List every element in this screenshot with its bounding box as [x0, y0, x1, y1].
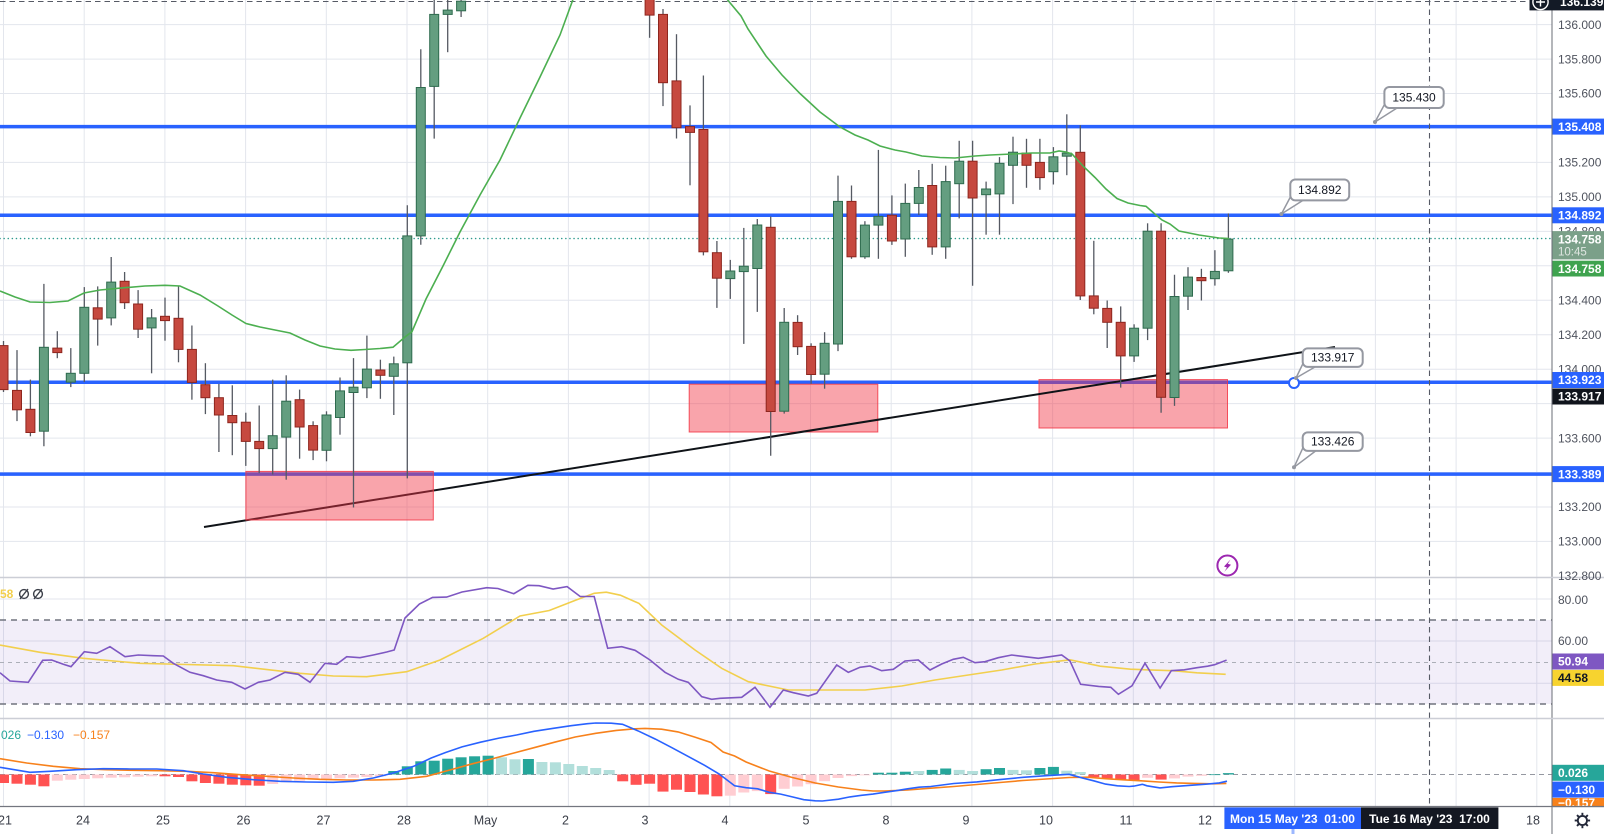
svg-text:11: 11	[1120, 814, 1133, 828]
svg-text:134.200: 134.200	[1558, 328, 1602, 342]
svg-text:133.389: 133.389	[1558, 467, 1602, 481]
svg-text:132.800: 132.800	[1558, 569, 1602, 583]
svg-text:135.800: 135.800	[1558, 52, 1602, 66]
svg-text:133.917: 133.917	[1558, 390, 1602, 404]
svg-text:133.923: 133.923	[1558, 373, 1602, 387]
svg-text:133.426: 133.426	[1311, 435, 1355, 449]
svg-text:136.139: 136.139	[1560, 0, 1604, 9]
svg-text:58: 58	[0, 587, 14, 601]
svg-text:133.000: 133.000	[1558, 535, 1602, 549]
svg-text:60.00: 60.00	[1558, 634, 1588, 648]
svg-text:133.600: 133.600	[1558, 431, 1602, 445]
svg-text:21: 21	[0, 814, 12, 828]
svg-text:26: 26	[237, 814, 251, 828]
svg-text:135.000: 135.000	[1558, 190, 1602, 204]
svg-text:133.917: 133.917	[1311, 351, 1355, 365]
svg-text:0.026: 0.026	[1558, 766, 1588, 780]
svg-text:135.430: 135.430	[1392, 91, 1436, 105]
svg-text:5: 5	[803, 814, 810, 828]
svg-text:10: 10	[1039, 814, 1053, 828]
svg-text:−0.130: −0.130	[27, 728, 64, 742]
svg-text:4: 4	[722, 814, 729, 828]
svg-text:0.026: 0.026	[0, 728, 21, 742]
svg-text:135.200: 135.200	[1558, 156, 1602, 170]
svg-text:−0.130: −0.130	[1558, 783, 1595, 797]
svg-text:2: 2	[562, 814, 569, 828]
svg-text:44.58: 44.58	[1558, 671, 1588, 685]
svg-text:Mon 15 May '23 01:00: Mon 15 May '23 01:00	[1230, 812, 1355, 826]
svg-text:9: 9	[963, 814, 970, 828]
svg-text:May: May	[474, 814, 498, 828]
svg-text:3: 3	[642, 814, 649, 828]
svg-text:50.94: 50.94	[1558, 655, 1588, 669]
svg-text:134.400: 134.400	[1558, 294, 1602, 308]
svg-text:10:45: 10:45	[1558, 246, 1587, 258]
svg-text:135.600: 135.600	[1558, 87, 1602, 101]
svg-text:133.200: 133.200	[1558, 500, 1602, 514]
svg-text:134.892: 134.892	[1558, 209, 1602, 223]
svg-text:8: 8	[883, 814, 890, 828]
svg-text:28: 28	[397, 814, 411, 828]
svg-text:−0.157: −0.157	[73, 728, 110, 742]
svg-text:134.892: 134.892	[1298, 183, 1342, 197]
svg-text:134.758: 134.758	[1558, 232, 1602, 246]
svg-text:12: 12	[1198, 814, 1212, 828]
svg-text:134.758: 134.758	[1558, 262, 1602, 276]
svg-text:27: 27	[317, 814, 331, 828]
svg-text:135.408: 135.408	[1558, 120, 1602, 134]
svg-text:Tue 16 May '23 17:00: Tue 16 May '23 17:00	[1369, 812, 1490, 826]
svg-text:136.000: 136.000	[1558, 18, 1602, 32]
svg-text:80.00: 80.00	[1558, 593, 1588, 607]
svg-text:18: 18	[1526, 814, 1540, 828]
svg-text:25: 25	[156, 814, 170, 828]
svg-text:24: 24	[76, 814, 90, 828]
